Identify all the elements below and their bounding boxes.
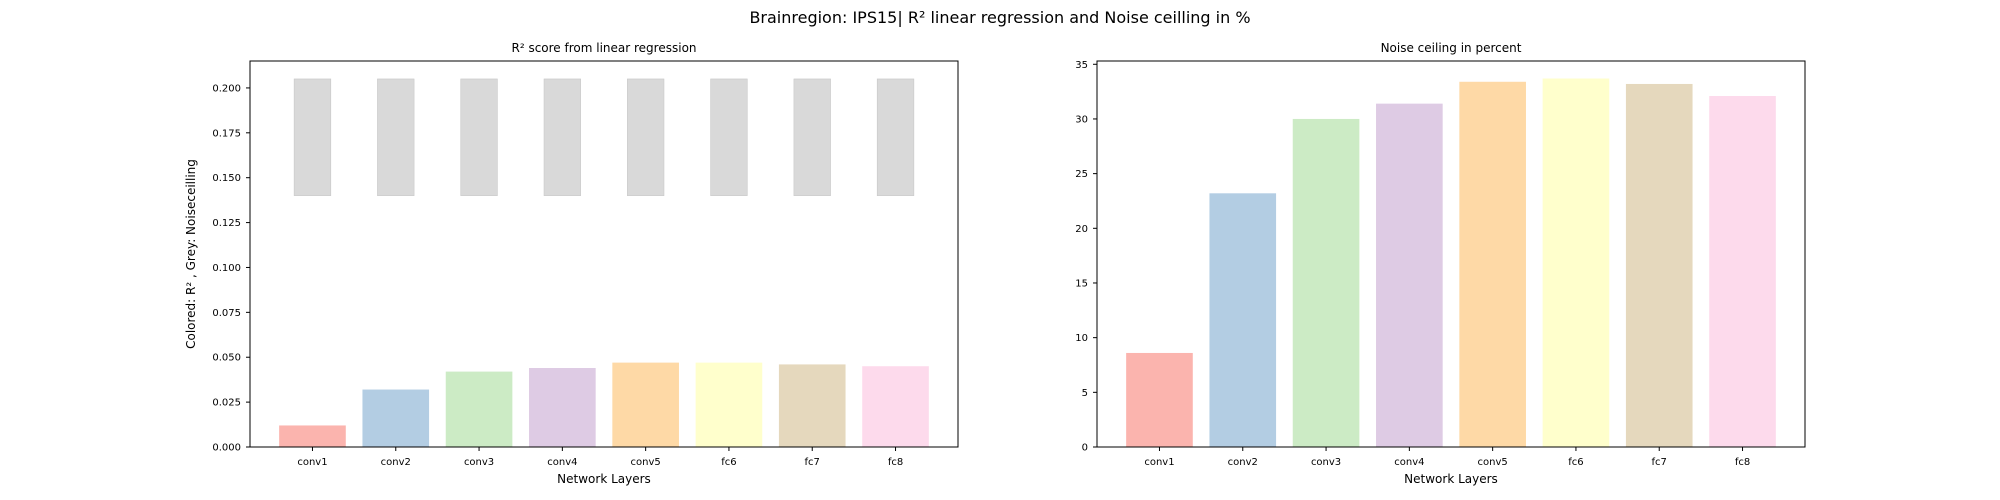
x-tick-label-fc8: fc8 (888, 457, 903, 468)
noise-ceiling-bar-conv4 (543, 78, 581, 196)
r2-bar-conv3 (445, 371, 513, 447)
y-tick-label: 0.025 (212, 398, 241, 409)
x-tick-label-fc7: fc7 (1652, 457, 1667, 468)
r2-bar-conv1 (279, 425, 346, 447)
y-tick-label: 0.200 (212, 83, 241, 94)
r2-x-axis-label: Network Layers (557, 472, 651, 486)
noise-ceiling-pct-bar-fc8 (1709, 95, 1776, 447)
r2-x-ticks: conv1 conv2 conv3 conv4 conv5 fc6 fc7 fc8 (297, 447, 903, 468)
noise-ceiling-pct-bar-conv4 (1376, 103, 1443, 448)
noise-ceiling-pct-bar-fc6 (1542, 78, 1610, 447)
x-tick-label-conv3: conv3 (1311, 457, 1341, 468)
r2-bars (279, 362, 929, 447)
x-tick-label-fc7: fc7 (805, 457, 820, 468)
x-tick-label-conv4: conv4 (1394, 457, 1424, 468)
y-tick-label: 20 (1075, 224, 1088, 235)
noise-ceiling-bar-fc7 (793, 78, 831, 196)
r2-bar-fc7 (778, 364, 846, 447)
noise-ceiling-pct-bar-conv1 (1126, 352, 1193, 447)
noise-ceiling-bar-conv3 (460, 78, 498, 196)
r2-bar-fc6 (695, 362, 763, 447)
x-tick-label-fc8: fc8 (1735, 457, 1750, 468)
y-tick-label: 0.150 (212, 173, 241, 184)
noise-ceiling-chart-title: Noise ceiling in percent (1381, 41, 1522, 55)
r2-y-ticks: 0.000 0.025 0.050 0.075 0.100 0.125 0.150 0.175… (212, 83, 250, 454)
x-tick-label-conv4: conv4 (547, 457, 577, 468)
noise-ceiling-pct-bar-conv3 (1292, 118, 1360, 447)
r2-bar-fc8 (862, 366, 929, 447)
noise-ceiling-x-axis-label: Network Layers (1404, 472, 1498, 486)
y-tick-label: 0.050 (212, 353, 241, 364)
x-tick-label-conv2: conv2 (1228, 457, 1258, 468)
y-tick-label: 15 (1075, 278, 1088, 289)
x-tick-label-conv1: conv1 (297, 457, 327, 468)
noise-ceiling-x-ticks: conv1 conv2 conv3 conv4 conv5 fc6 fc7 fc8 (1144, 447, 1750, 468)
noise-ceiling-bar-fc6 (710, 78, 748, 196)
r2-plot-frame (249, 60, 959, 448)
noise-ceiling-bar-fc8 (876, 78, 915, 196)
r2-bar-conv4 (529, 368, 596, 447)
y-tick-label: 35 (1075, 60, 1088, 71)
x-tick-label-fc6: fc6 (721, 457, 736, 468)
noise-ceiling-pct-bar-fc7 (1625, 83, 1693, 448)
y-tick-label: 0.000 (212, 443, 241, 454)
r2-bar-conv2 (362, 389, 430, 447)
x-tick-label-fc6: fc6 (1568, 457, 1583, 468)
r2-chart-panel: R² score from linear regression 0.0000.0… (184, 41, 959, 486)
noise-ceiling-plot-frame (1096, 60, 1806, 448)
x-tick-label-conv1: conv1 (1144, 457, 1174, 468)
y-tick-label: 0.175 (212, 128, 241, 139)
r2-chart-title: R² score from linear regression (511, 41, 696, 55)
noise-ceiling-chart-panel: Noise ceiling in percent 05101520253035 … (1075, 41, 1806, 486)
x-tick-label-conv3: conv3 (464, 457, 494, 468)
noise-ceiling-y-ticks: 0 5 10 15 20 25 30 35 (1075, 60, 1097, 454)
y-tick-label: 5 (1082, 388, 1088, 399)
r2-y-axis-label: Colored: R² , Grey: Noiseceilling (184, 159, 198, 349)
noise-ceiling-bar-conv5 (627, 78, 665, 196)
x-tick-label-conv5: conv5 (631, 457, 661, 468)
y-tick-label: 10 (1075, 333, 1088, 344)
noise-ceiling-pct-bar-conv5 (1459, 81, 1526, 447)
x-tick-label-conv5: conv5 (1478, 457, 1508, 468)
y-tick-label: 25 (1075, 169, 1088, 180)
y-tick-label: 0.100 (212, 263, 241, 274)
noise-ceiling-bar-conv1 (293, 78, 332, 196)
noise-ceiling-grey-bars (293, 78, 915, 196)
noise-ceiling-bars (1126, 78, 1776, 448)
y-tick-label: 0 (1082, 443, 1088, 454)
y-tick-label: 0.125 (212, 218, 241, 229)
y-tick-label: 30 (1075, 114, 1088, 125)
r2-bar-conv5 (612, 362, 679, 447)
noise-ceiling-bar-conv2 (377, 78, 415, 196)
y-tick-label: 0.075 (212, 308, 241, 319)
figure-title: Brainregion: IPS15| R² linear regression… (749, 8, 1250, 27)
x-tick-label-conv2: conv2 (381, 457, 411, 468)
noise-ceiling-pct-bar-conv2 (1209, 193, 1277, 447)
